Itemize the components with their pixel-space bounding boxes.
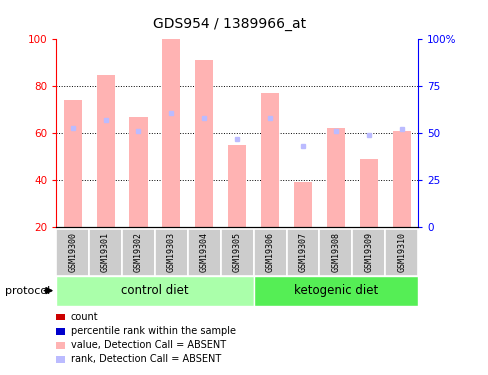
Text: control diet: control diet <box>121 284 188 297</box>
Bar <box>253 229 286 276</box>
Bar <box>326 128 344 227</box>
Bar <box>56 276 253 306</box>
Bar <box>89 229 122 276</box>
Text: GSM19300: GSM19300 <box>68 232 77 273</box>
Text: GSM19310: GSM19310 <box>396 232 406 273</box>
Text: GSM19302: GSM19302 <box>134 232 142 273</box>
Text: GDS954 / 1389966_at: GDS954 / 1389966_at <box>153 17 306 31</box>
Bar <box>63 100 81 227</box>
Bar <box>155 229 187 276</box>
Bar <box>96 75 114 227</box>
Bar <box>293 182 311 227</box>
Bar <box>129 117 147 227</box>
Text: GSM19304: GSM19304 <box>200 232 208 273</box>
Bar <box>351 229 385 276</box>
Bar <box>253 276 417 306</box>
Bar <box>359 159 377 227</box>
Text: GSM19309: GSM19309 <box>364 232 372 273</box>
Bar <box>286 229 319 276</box>
Bar <box>122 229 155 276</box>
Bar <box>392 131 410 227</box>
Text: ketogenic diet: ketogenic diet <box>293 284 377 297</box>
Bar <box>319 229 351 276</box>
Text: value, Detection Call = ABSENT: value, Detection Call = ABSENT <box>71 340 225 350</box>
Bar <box>56 229 89 276</box>
Bar <box>195 60 213 227</box>
Text: count: count <box>71 312 98 321</box>
Bar <box>187 229 220 276</box>
Text: GSM19307: GSM19307 <box>298 232 307 273</box>
Text: GSM19301: GSM19301 <box>101 232 110 273</box>
Bar <box>261 93 279 227</box>
Text: GSM19306: GSM19306 <box>265 232 274 273</box>
Bar <box>162 39 180 227</box>
Bar <box>385 229 417 276</box>
Bar <box>220 229 253 276</box>
Text: GSM19308: GSM19308 <box>331 232 340 273</box>
Text: GSM19303: GSM19303 <box>166 232 176 273</box>
Bar <box>227 145 245 227</box>
Text: rank, Detection Call = ABSENT: rank, Detection Call = ABSENT <box>71 354 221 364</box>
Text: percentile rank within the sample: percentile rank within the sample <box>71 326 235 336</box>
Text: protocol: protocol <box>5 286 50 296</box>
Text: GSM19305: GSM19305 <box>232 232 241 273</box>
